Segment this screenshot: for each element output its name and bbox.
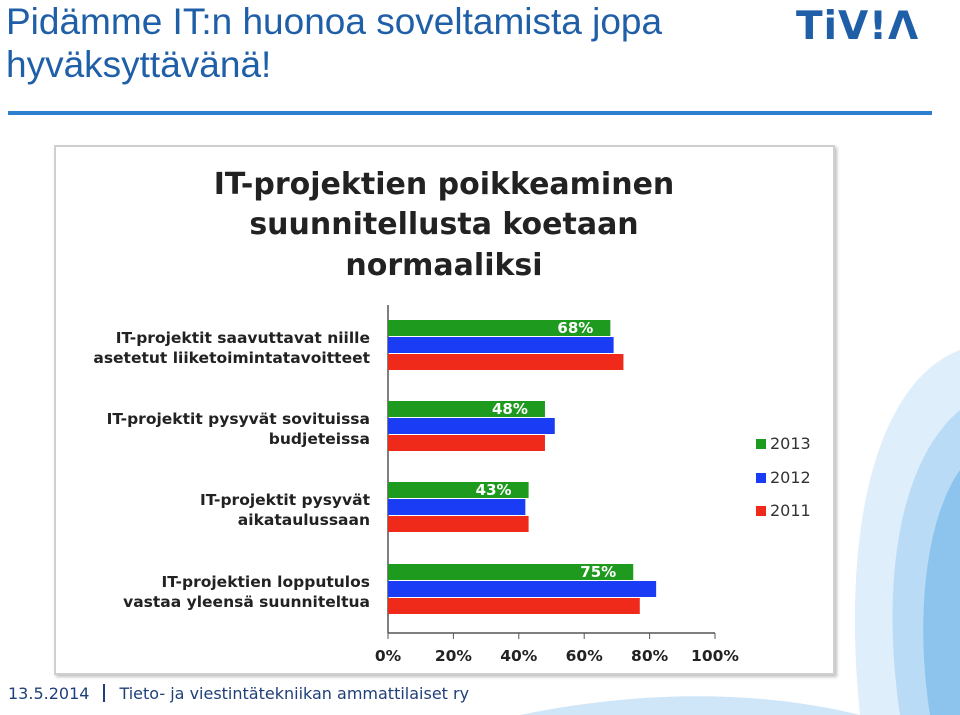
bar-2012 (388, 418, 555, 434)
slide-title: Pidämme IT:n huonoa soveltamista jopa hy… (6, 1, 663, 85)
bar-2012 (388, 337, 614, 353)
category-label: IT-projektien lopputulos (161, 573, 370, 591)
x-tick-label: 0% (375, 647, 402, 665)
footer-separator (103, 684, 106, 702)
bar-2012 (388, 499, 526, 515)
category-label: IT-projektit pysyvät (200, 491, 371, 509)
chart-title-line: normaaliksi (345, 248, 542, 283)
bar-2011 (388, 598, 640, 614)
x-tick-label: 40% (500, 647, 538, 665)
data-label: 68% (557, 319, 593, 337)
category-label: budjeteissa (269, 430, 370, 448)
x-tick-label: 80% (631, 647, 669, 665)
data-label: 48% (492, 400, 528, 418)
bar-2013 (388, 482, 529, 498)
legend-swatch-2012 (756, 473, 766, 483)
footer-organization: Tieto- ja viestintätekniikan ammattilais… (119, 684, 470, 703)
legend-label-2012: 2012 (770, 468, 811, 487)
bar-2011 (388, 516, 529, 532)
legend-label-2011: 2011 (770, 501, 811, 520)
data-label: 43% (476, 481, 512, 499)
chart-title-line: suunnitellusta koetaan (249, 207, 638, 242)
bar-2011 (388, 354, 624, 370)
x-tick-label: 100% (691, 647, 739, 665)
bar-2013 (388, 564, 634, 580)
bar-chart: IT-projektien poikkeaminen suunnitellusta… (93, 167, 811, 665)
category-label: aikataulussaan (238, 511, 370, 529)
chart-title-line: IT-projektien poikkeaminen (214, 167, 675, 202)
category-label: vastaa yleensä suunniteltua (123, 593, 370, 611)
legend-swatch-2013 (756, 439, 766, 449)
category-label: IT-projektit saavuttavat niille (116, 329, 370, 347)
x-tick-label: 20% (435, 647, 473, 665)
bar-2012 (388, 581, 657, 597)
x-tick-label: 60% (566, 647, 604, 665)
bar-2013 (388, 401, 545, 417)
header-divider (8, 111, 932, 115)
bar-2013 (388, 320, 611, 336)
category-label: asetetut liiketoimintatavoitteet (93, 349, 370, 367)
bar-2011 (388, 435, 545, 451)
footer-date: 13.5.2014 (8, 684, 90, 703)
data-label: 75% (580, 563, 616, 581)
tivia-logo: TiV!Λ (796, 4, 920, 49)
chart-frame: IT-projektien poikkeaminen suunnitellusta… (54, 145, 835, 675)
category-label: IT-projektit pysyvät sovituissa (107, 410, 370, 428)
legend-label-2013: 2013 (770, 434, 811, 453)
footer: 13.5.2014 Tieto- ja viestintätekniikan am… (8, 684, 469, 703)
legend-swatch-2011 (756, 506, 766, 516)
